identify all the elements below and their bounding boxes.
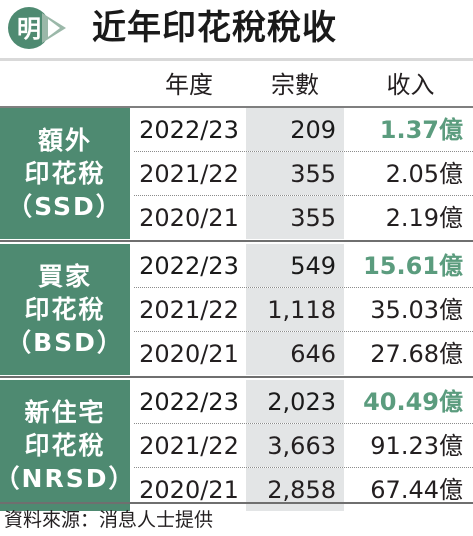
group-label-line: （SSD） [7, 192, 123, 221]
table-row: 2020/21 646 27.68億 [134, 332, 473, 375]
table-row: 2021/22 355 2.05億 [134, 152, 473, 196]
table-row: 2020/21 2,858 67.44億 [134, 468, 473, 511]
header-count: 宗數 [271, 71, 319, 99]
group-label-line: 印花稅 [24, 159, 106, 188]
cell-year: 2020/21 [139, 204, 239, 232]
cell-year: 2020/21 [139, 476, 239, 504]
cell-revenue: 67.44億 [370, 476, 463, 504]
cell-year: 2021/22 [139, 160, 239, 188]
cell-count: 2,858 [246, 468, 344, 511]
ming-logo-icon: 明 [8, 7, 66, 49]
group-separator [0, 376, 473, 378]
group-label-line: （NRSD） [0, 464, 136, 493]
cell-revenue: 1.37億 [379, 116, 463, 144]
header-year: 年度 [165, 71, 213, 99]
group-label: 新住宅印花稅 （NRSD） [0, 380, 133, 511]
table-row: 2021/22 3,663 91.23億 [134, 424, 473, 468]
table-group: 新住宅印花稅 （NRSD） 2022/23 2,023 40.49億 2021/22 3,6… [0, 380, 473, 512]
cell-count: 2,023 [246, 380, 344, 423]
cell-count: 209 [246, 108, 344, 151]
chart-title: 近年印花稅稅收 [92, 8, 337, 48]
cell-count: 646 [246, 332, 344, 375]
cell-count: 549 [246, 244, 344, 287]
source-note: 資料來源：消息人士提供 [4, 509, 214, 531]
cell-revenue: 27.68億 [370, 340, 463, 368]
cell-revenue: 35.03億 [370, 296, 463, 324]
group-label-line: 印花稅 [24, 295, 106, 324]
cell-year: 2022/23 [139, 252, 239, 280]
logo-char: 明 [17, 15, 41, 43]
cell-year: 2021/22 [139, 432, 239, 460]
table-bottom-line [0, 502, 473, 504]
title-divider [0, 58, 473, 61]
table-row: 2021/22 1,118 35.03億 [134, 288, 473, 332]
cell-revenue: 2.05億 [385, 160, 463, 188]
group-label-line: 額外 [37, 126, 92, 155]
cell-year: 2022/23 [139, 388, 239, 416]
table-group: 買家印花稅 （BSD） 2022/23 549 15.61億 2021/22 1,118 35… [0, 244, 473, 376]
group-label-line: 印花稅 [24, 431, 106, 460]
group-separator [0, 240, 473, 242]
cell-revenue: 15.61億 [363, 252, 463, 280]
table-row: 2022/23 209 1.37億 [134, 108, 473, 152]
cell-revenue: 2.19億 [385, 204, 463, 232]
header-revenue: 收入 [386, 71, 435, 99]
group-label-line: （BSD） [6, 328, 124, 357]
table-row: 2022/23 2,023 40.49億 [134, 380, 473, 424]
table-row: 2020/21 355 2.19億 [134, 196, 473, 239]
cell-count: 1,118 [246, 288, 344, 331]
cell-count: 355 [246, 196, 344, 239]
cell-year: 2022/23 [139, 116, 239, 144]
group-label: 買家印花稅 （BSD） [0, 244, 130, 375]
group-label-line: 買家 [37, 262, 92, 291]
cell-revenue: 40.49億 [363, 388, 463, 416]
cell-revenue: 91.23億 [370, 432, 463, 460]
cell-year: 2021/22 [139, 296, 239, 324]
title-bar: 明 近年印花稅稅收 [0, 0, 473, 58]
table-header: 年度 宗數 收入 [0, 62, 473, 108]
cell-year: 2020/21 [139, 340, 239, 368]
group-label: 額外印花稅 （SSD） [0, 108, 130, 239]
cell-count: 3,663 [246, 424, 344, 467]
table-row: 2022/23 549 15.61億 [134, 244, 473, 288]
table-group: 額外印花稅 （SSD） 2022/23 209 1.37億 2021/22 355 2.05億… [0, 108, 473, 240]
cell-count: 355 [246, 152, 344, 195]
group-label-line: 新住宅 [24, 398, 106, 427]
